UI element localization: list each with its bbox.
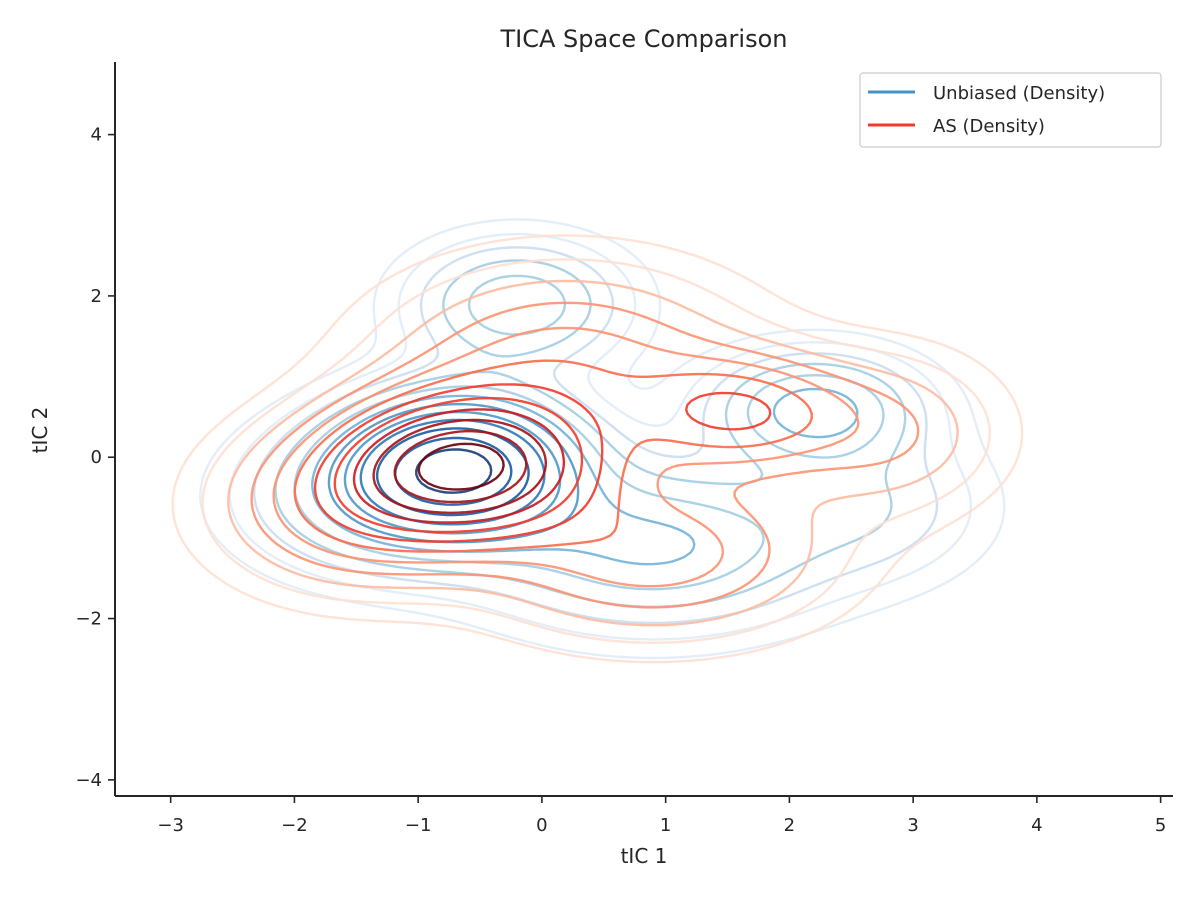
contour-line bbox=[227, 279, 959, 627]
contour-line bbox=[201, 258, 991, 644]
contour-line bbox=[293, 359, 813, 553]
x-tick-label: 3 bbox=[907, 815, 918, 836]
contour-line bbox=[250, 301, 920, 609]
legend-frame bbox=[859, 72, 1162, 148]
legend-label-unbiased: Unbiased (Density) bbox=[933, 83, 1105, 104]
contour-line bbox=[272, 326, 860, 588]
x-tick-label: 5 bbox=[1155, 815, 1166, 836]
y-tick-label: −4 bbox=[75, 770, 102, 791]
series-as-contours bbox=[171, 234, 1024, 664]
y-tick-label: 0 bbox=[91, 447, 102, 468]
x-tick-label: 4 bbox=[1031, 815, 1042, 836]
x-tick-label: 1 bbox=[660, 815, 671, 836]
x-tick-label: −2 bbox=[281, 815, 308, 836]
x-tick-label: 0 bbox=[536, 815, 547, 836]
chart-title: TICA Space Comparison bbox=[499, 25, 787, 53]
x-tick-label: 2 bbox=[784, 815, 795, 836]
y-tick-label: 2 bbox=[91, 286, 102, 307]
legend-label-as: AS (Density) bbox=[933, 116, 1045, 137]
contour-line bbox=[333, 396, 584, 534]
contour-line bbox=[417, 442, 505, 491]
x-axis-label: tIC 1 bbox=[621, 844, 668, 868]
x-tick-label: −1 bbox=[405, 815, 432, 836]
y-tick-label: 4 bbox=[91, 125, 102, 146]
contour-line bbox=[171, 234, 1024, 664]
x-tick-label: −3 bbox=[157, 815, 184, 836]
y-ticks: −4 −2 0 2 4 bbox=[75, 125, 115, 791]
contour-line bbox=[313, 383, 772, 543]
contour-line bbox=[393, 430, 528, 504]
plot-area bbox=[171, 218, 1024, 664]
y-tick-label: −2 bbox=[75, 609, 102, 630]
contour-line bbox=[372, 418, 547, 514]
x-ticks: −3 −2 −1 0 1 2 3 4 5 bbox=[157, 796, 1166, 836]
legend: Unbiased (Density) AS (Density) bbox=[859, 72, 1162, 148]
contour-line bbox=[352, 408, 566, 524]
y-axis-label: tIC 2 bbox=[28, 407, 52, 454]
contour-line bbox=[293, 274, 885, 591]
